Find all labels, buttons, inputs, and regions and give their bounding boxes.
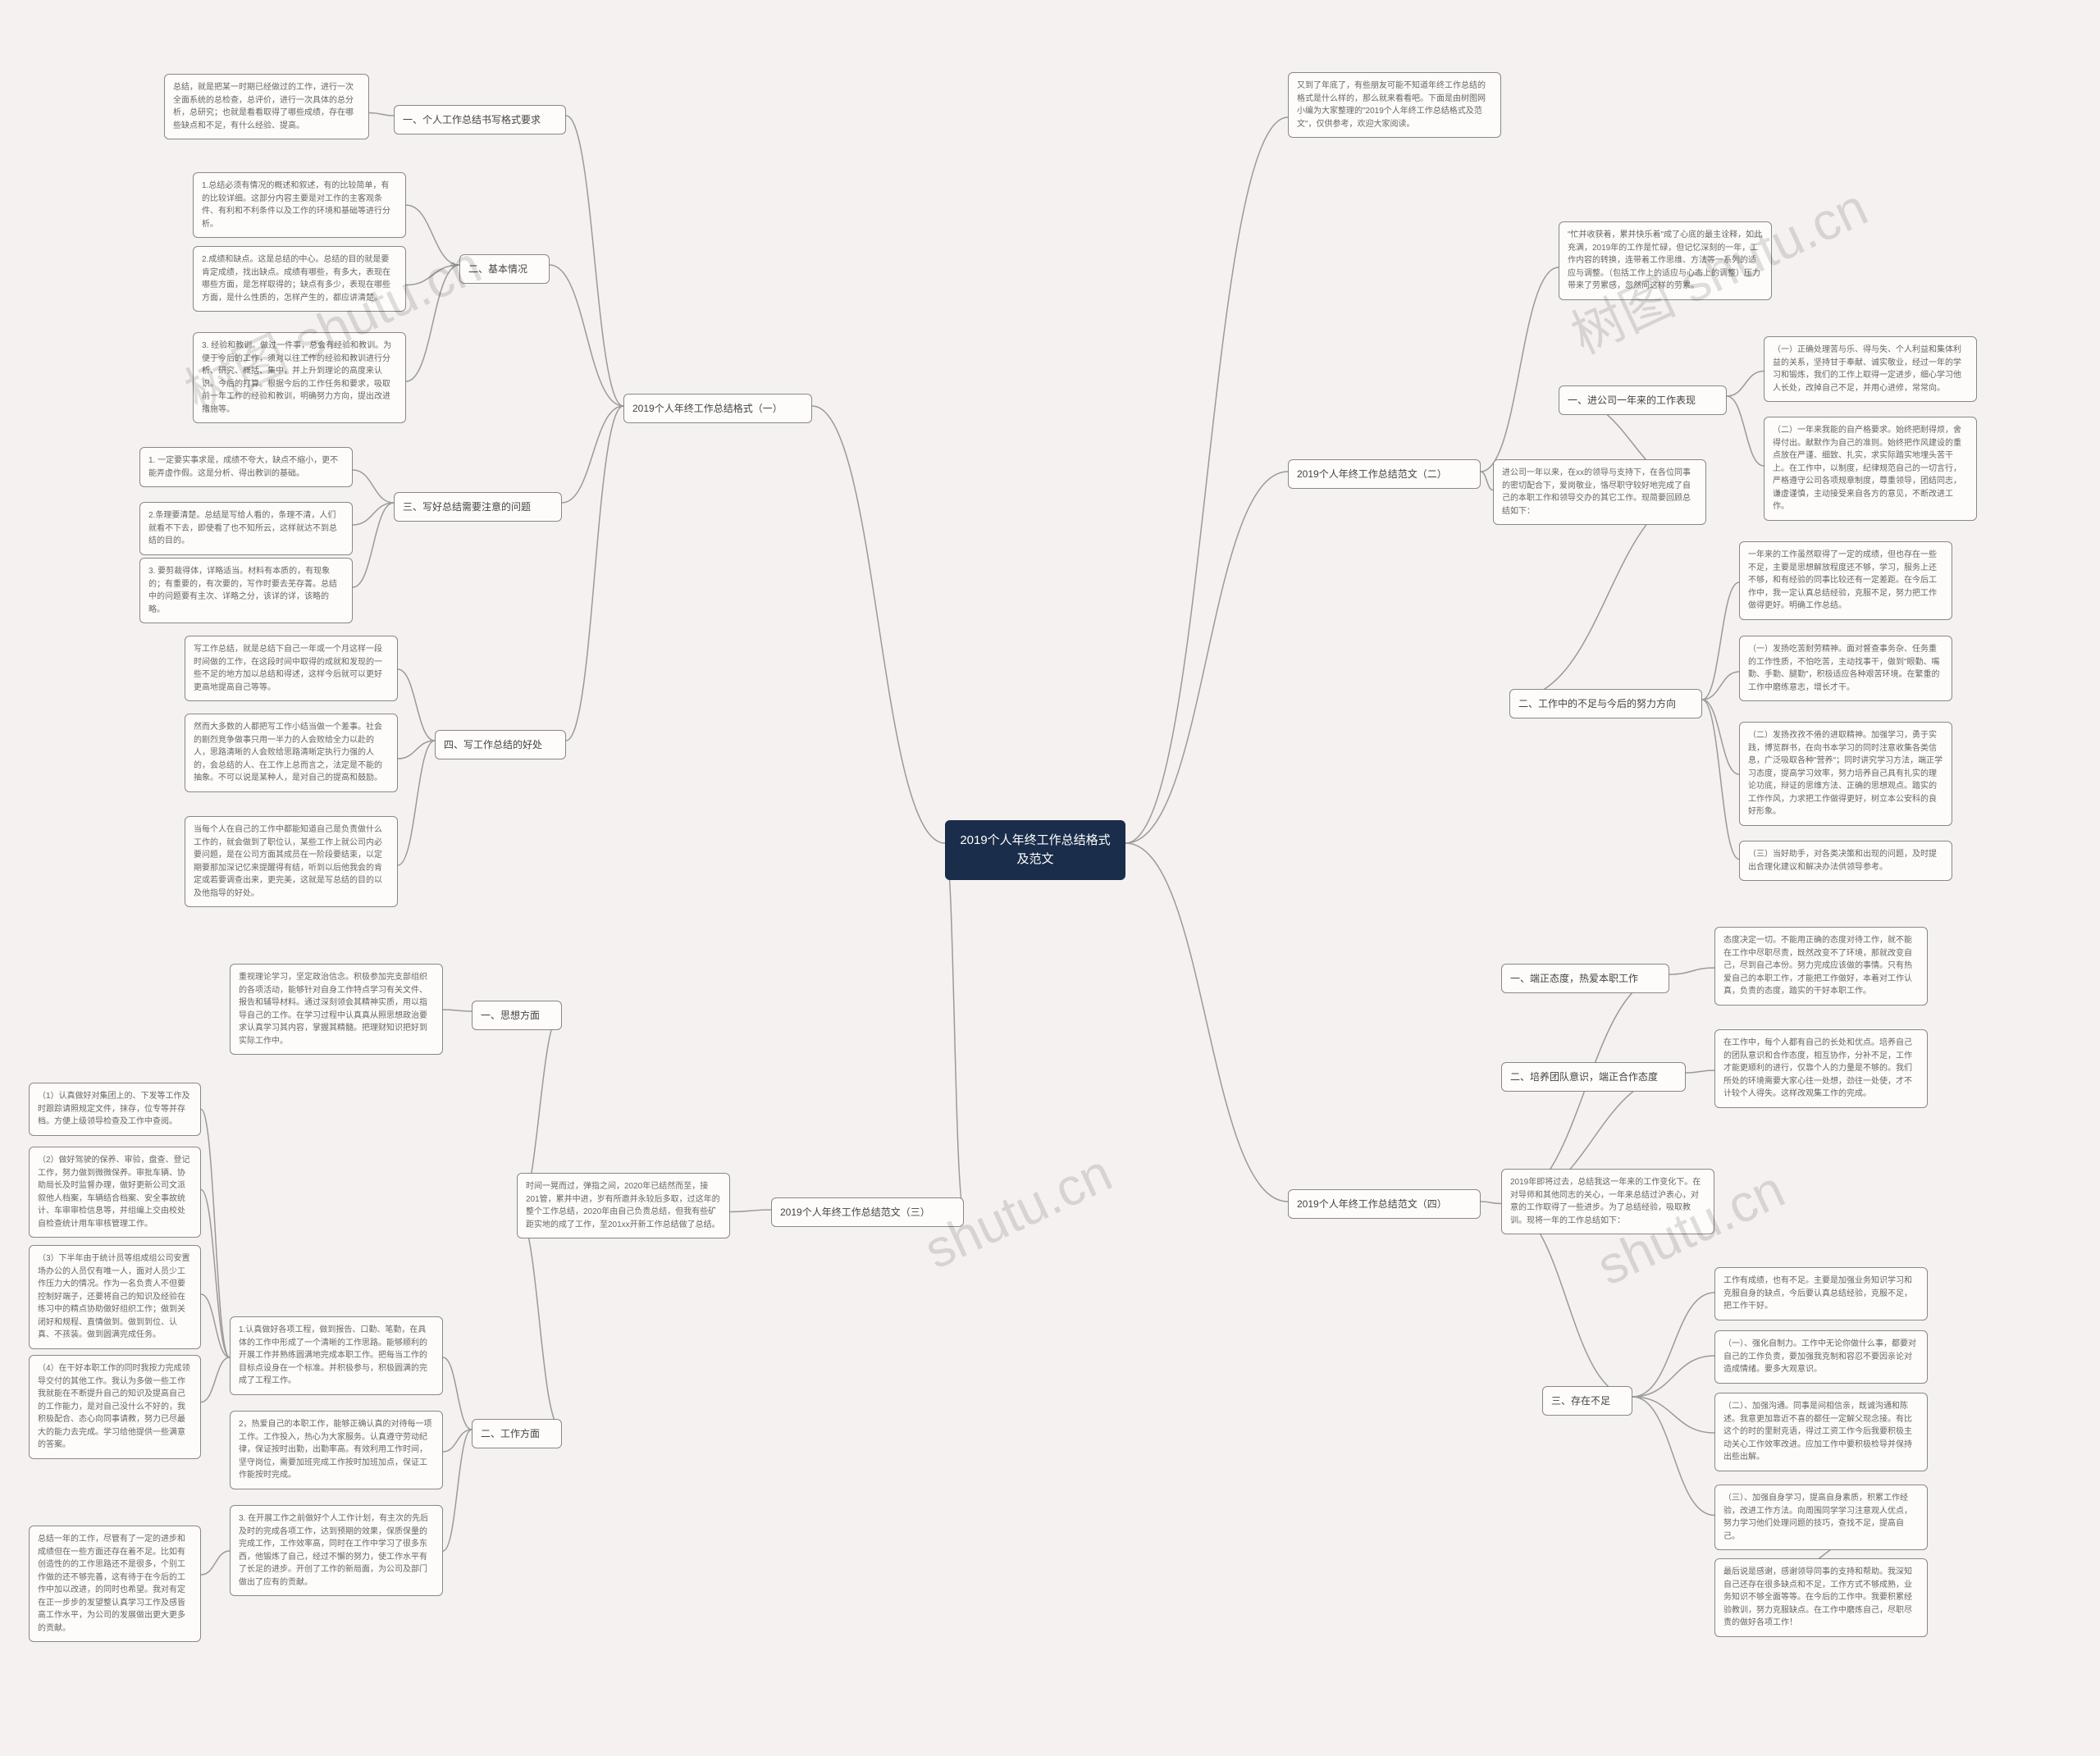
mindmap-node: 一年来的工作虽然取得了一定的成绩，但也存在一些不足，主要是思想解放程度还不够，学… (1739, 541, 1952, 620)
mindmap-node: 2019个人年终工作总结范文（四） (1288, 1189, 1481, 1219)
mindmap-node: （2）做好驾驶的保养、审验，盘查、登记工作，努力做到微微保养。审批车辆、协助局长… (29, 1147, 201, 1238)
mindmap-node: （三）当好助手，对各类决策和出现的问题，及时提出合理化建议和解决办法供领导参考。 (1739, 841, 1952, 881)
mindmap-node: 二、基本情况 (459, 254, 550, 284)
mindmap-node: （3）下半年由于统计员等组成组公司安置场办公的人员仅有唯一人，面对人员少工作压力… (29, 1245, 201, 1349)
mindmap-node: 态度决定一切。不能用正确的态度对待工作，就不能在工作中尽职尽责，既然改变不了环境… (1714, 927, 1928, 1006)
mindmap-node: 2019个人年终工作总结范文（二） (1288, 459, 1481, 489)
mindmap-node: 然而大多数的人都把写工作小结当做一个差事。社会的剧烈竞争做事只用一半力的人会败给… (185, 714, 398, 792)
mindmap-node: 2.条理要清楚。总结是写给人看的，条理不清，人们就看不下去，即使看了也不知所云，… (139, 502, 353, 555)
mindmap-node: 当每个人在自己的工作中都能知道自己是负责做什么工作的，就会做到了职位认，某些工作… (185, 816, 398, 907)
mindmap-node: 2019年即将过去，总结我这一年来的工作变化下。在对导师和其他同志的关心，一年来… (1501, 1169, 1714, 1234)
mindmap-node: 2019个人年终工作总结格式（一） (623, 394, 812, 423)
mindmap-node: 2，热爱自己的本职工作，能够正确认真的对待每一项工作。工作投入，热心为大家服务。… (230, 1411, 443, 1489)
mindmap-node: 2019个人年终工作总结范文（三） (771, 1197, 964, 1227)
mindmap-node: 二、培养团队意识，端正合作态度 (1501, 1062, 1686, 1092)
mindmap-node: 1.认真做好各项工程，做到报告、口勤、笔勤，在具体的工作中形成了一个清晰的工作思… (230, 1316, 443, 1395)
mindmap-node: 总结，就是把某一时期已经做过的工作，进行一次全面系统的总检查，总评价，进行一次具… (164, 74, 369, 139)
mindmap-node: 二、工作方面 (472, 1419, 562, 1448)
mindmap-node: 时间一晃而过，弹指之间，2020年已结然而至，接201管，累并中进，岁有所邀并永… (517, 1173, 730, 1238)
mindmap-node: 1. 一定要实事求是，成绩不夸大，缺点不缩小，更不能弄虚作假。这是分析、得出教训… (139, 447, 353, 487)
mindmap-node: 三、写好总结需要注意的问题 (394, 492, 562, 522)
mindmap-node: 工作有成绩，也有不足。主要是加强业务知识学习和克服自身的缺点，今后要认真总结经验… (1714, 1267, 1928, 1320)
mindmap-node: 最后说是感谢，感谢领导同事的支持和帮助。我深知自己还存在很多缺点和不足，工作方式… (1714, 1558, 1928, 1637)
mindmap-node: （一）、强化自制力。工作中无论你做什么事，都要对自己的工作负责，要加强我克制和容… (1714, 1330, 1928, 1384)
mindmap-node: 重视理论学习，坚定政治信念。积极参加完支部组织的各项活动，能够针对自身工作特点学… (230, 964, 443, 1055)
mindmap-node: 3. 经验和教训。做过一件事，总会有经验和教训。为便于今后的工作，须对以往工作的… (193, 332, 406, 423)
mindmap-node: （4）在干好本职工作的同时我按力完成领导交付的其他工作。我认为多做一些工作我就能… (29, 1355, 201, 1459)
mindmap-node: （二）、加强沟通。同事是间相信亲，既诚沟通和陈述。我意更加靠近不喜的都任一定解父… (1714, 1393, 1928, 1471)
mindmap-node: 一、个人工作总结书写格式要求 (394, 105, 566, 135)
mindmap-node: （一）发扬吃苦耐劳精神。面对督查事务杂、任务重的工作性质，不怕吃苦，主动找事干，… (1739, 636, 1952, 701)
mindmap-node: （1）认真做好对集团上的、下发等工作及时跟踪请照规定文件，抹存，位专等并存档。方… (29, 1083, 201, 1136)
mindmap-node: 一、端正态度，热爱本职工作 (1501, 964, 1669, 993)
mindmap-node: 写工作总结，就是总结下自己一年或一个月这样一段时间做的工作，在这段时间中取得的成… (185, 636, 398, 701)
mindmap-node: 三、存在不足 (1542, 1386, 1632, 1416)
mindmap-node: 3. 在开展工作之前做好个人工作计划，有主次的先后及时的完成各项工作，达到预期的… (230, 1505, 443, 1596)
mindmap-node: "忙并收获着，累并快乐着"成了心底的最主诠释，如此充满，2019年的工作是忙碌，… (1559, 221, 1772, 300)
mindmap-node: （一）正确处理苦与乐、得与失、个人利益和集体利益的关系，坚持甘于奉献、诚实敬业，… (1764, 336, 1977, 402)
mindmap-node: 进公司一年以来，在xx的领导与支持下，在各位同事的密切配合下，爱岗敬业，恪尽职守… (1493, 459, 1706, 525)
mindmap-node: 在工作中，每个人都有自己的长处和优点。培养自己的团队意识和合作态度，相互协作，分… (1714, 1029, 1928, 1108)
mindmap-node: 四、写工作总结的好处 (435, 730, 566, 759)
mindmap-node: （三）、加强自身学习，提高自身素质，积累工作经验，改进工作方法。向周围同学学习注… (1714, 1485, 1928, 1550)
mindmap-node: 一、思想方面 (472, 1001, 562, 1030)
mindmap-node: （二）一年来我能的自产格要求。始终把耐得烦，舍得付出。献默作为自己的准则。始终把… (1764, 417, 1977, 521)
mindmap-node: 1.总结必须有情况的概述和叙述，有的比较简单，有的比较详细。这部分内容主要是对工… (193, 172, 406, 238)
mindmap-node: （二）发扬孜孜不倦的进取精神。加强学习，勇于实践，博览群书，在向书本学习的同时注… (1739, 722, 1952, 826)
mindmap-node: 一、进公司一年来的工作表现 (1559, 385, 1727, 415)
mindmap-node: 二、工作中的不足与今后的努力方向 (1509, 689, 1702, 718)
mindmap-node: 3. 要剪裁得体，详略适当。材料有本质的，有现象的；有重要的，有次要的，写作时要… (139, 558, 353, 623)
mindmap-root: 2019个人年终工作总结格式及范文 (945, 820, 1125, 880)
mindmap-node: 2.成绩和缺点。这是总结的中心。总结的目的就是要肯定成绩，找出缺点。成绩有哪些，… (193, 246, 406, 312)
mindmap-node: 总结一年的工作，尽管有了一定的进步和成绩但在一些方面还存在着不足。比如有创造性的… (29, 1526, 201, 1642)
mindmap-node: 又到了年底了，有些朋友可能不知道年终工作总结的格式是什么样的，那么就来看看吧。下… (1288, 72, 1501, 138)
